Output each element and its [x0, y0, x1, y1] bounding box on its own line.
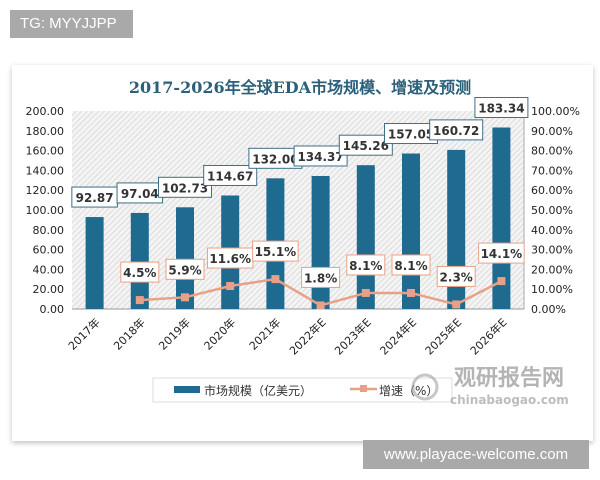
y-right-tick: 10.00% [531, 283, 573, 296]
growth-data-label: 15.1% [255, 245, 297, 259]
y-right-tick: 90.00% [531, 125, 573, 138]
y-left-tick: 100.00 [26, 204, 65, 217]
growth-marker [407, 288, 415, 297]
bar [176, 207, 194, 309]
growth-marker [452, 300, 461, 309]
bar-label-box [429, 119, 484, 141]
y-left-tick: 20.00 [33, 283, 65, 296]
growth-label-box [165, 258, 205, 280]
bar-data-label: 92.87 [76, 191, 114, 205]
growth-data-label: 11.6% [209, 252, 251, 266]
growth-marker [361, 288, 370, 297]
bar-data-label: 157.05 [388, 128, 434, 142]
bar-data-label: 102.73 [162, 181, 208, 195]
chart-title: 2017-2026年全球EDA市场规模、增速及预测 [129, 78, 471, 97]
x-tick: 2025年E [422, 315, 464, 357]
bar [311, 175, 330, 309]
y-right-tick: 20.00% [531, 263, 573, 276]
x-tick: 2026年E [467, 315, 509, 357]
bar-data-label: 183.34 [478, 101, 524, 115]
growth-label-box [391, 254, 431, 276]
site-label: www.playace-welcome.com [363, 440, 589, 469]
growth-label-box [301, 266, 341, 288]
bar [85, 217, 104, 309]
y-left-tick: 180.00 [26, 125, 65, 138]
legend-line-marker [360, 385, 367, 392]
y-left-tick: 0.00 [40, 303, 65, 316]
legend: 市场规模（亿美元） 增速（%） [152, 377, 453, 403]
bar-data-label: 134.37 [297, 150, 343, 164]
bar-label-box [338, 134, 393, 156]
bar-label-box [474, 96, 529, 118]
growth-data-label: 4.5% [123, 266, 156, 280]
legend-bar-swatch [174, 386, 200, 393]
growth-data-label: 8.1% [394, 259, 427, 273]
legend-line-label: 增速（%） [379, 384, 438, 398]
growth-marker [135, 296, 144, 305]
bar-data-label: 145.26 [343, 139, 389, 153]
y-left-tick: 160.00 [26, 145, 65, 158]
y-left-tick: 120.00 [26, 184, 65, 197]
growth-data-label: 2.3% [440, 270, 473, 284]
growth-label-box [120, 261, 160, 283]
bar-data-label: 114.67 [207, 169, 253, 183]
growth-data-label: 8.1% [349, 259, 382, 273]
bar-data-label: 97.04 [121, 187, 159, 201]
x-tick: 2024年E [377, 315, 419, 357]
y-right-tick: 40.00% [531, 224, 573, 237]
growth-marker [271, 275, 280, 284]
x-tick: 2017年 [65, 315, 102, 352]
y-left-tick: 60.00 [33, 244, 65, 257]
growth-marker [316, 301, 325, 310]
bar-data-label: 160.72 [433, 124, 479, 138]
growth-marker [497, 277, 506, 286]
bar-data-label: 132.00 [252, 152, 298, 166]
y-left-tick: 140.00 [26, 164, 65, 177]
growth-label-box [478, 242, 525, 264]
bar [356, 165, 375, 309]
y-right-tick: 0.00% [531, 303, 566, 316]
watermark-name: 观研报告网 [454, 366, 564, 391]
y-right-tick: 30.00% [531, 244, 573, 257]
bar-label-box [293, 145, 348, 167]
x-tick: 2023年E [332, 315, 374, 357]
y-left-tick: 80.00 [33, 224, 65, 237]
y-right-tick: 50.00% [531, 204, 573, 217]
watermark: 观研报告网 chinabaogao.com [411, 366, 569, 407]
growth-data-label: 5.9% [168, 263, 201, 277]
y-right-tick: 100.00% [531, 105, 580, 118]
x-tick: 2022年E [286, 315, 328, 357]
growth-marker [181, 293, 189, 302]
bar [492, 127, 511, 309]
x-tick: 2020年 [201, 315, 238, 352]
growth-label-box [436, 265, 476, 287]
watermark-logo-icon [411, 373, 439, 401]
bar [130, 212, 149, 309]
y-right-tick: 70.00% [531, 164, 573, 177]
legend-bar-label: 市场规模（亿美元） [204, 383, 312, 398]
x-tick: 2019年 [156, 315, 193, 352]
y-right-tick: 80.00% [531, 145, 573, 158]
growth-label-box [252, 240, 299, 262]
x-tick: 2021年 [246, 315, 283, 352]
growth-data-label: 1.8% [304, 271, 337, 285]
watermark-url: chinabaogao.com [450, 393, 569, 407]
bar [402, 153, 420, 309]
growth-label-box [346, 254, 386, 276]
y-right-tick: 60.00% [531, 184, 573, 197]
x-tick: 2018年 [110, 315, 147, 352]
growth-marker [226, 282, 235, 291]
y-left-tick: 200.00 [26, 105, 65, 118]
growth-data-label: 14.1% [481, 247, 523, 261]
y-left-tick: 40.00 [33, 263, 65, 276]
bar-label-box [158, 176, 212, 198]
tg-label: TG: MYYJJPP [10, 10, 133, 38]
bar-label-box [203, 164, 258, 186]
